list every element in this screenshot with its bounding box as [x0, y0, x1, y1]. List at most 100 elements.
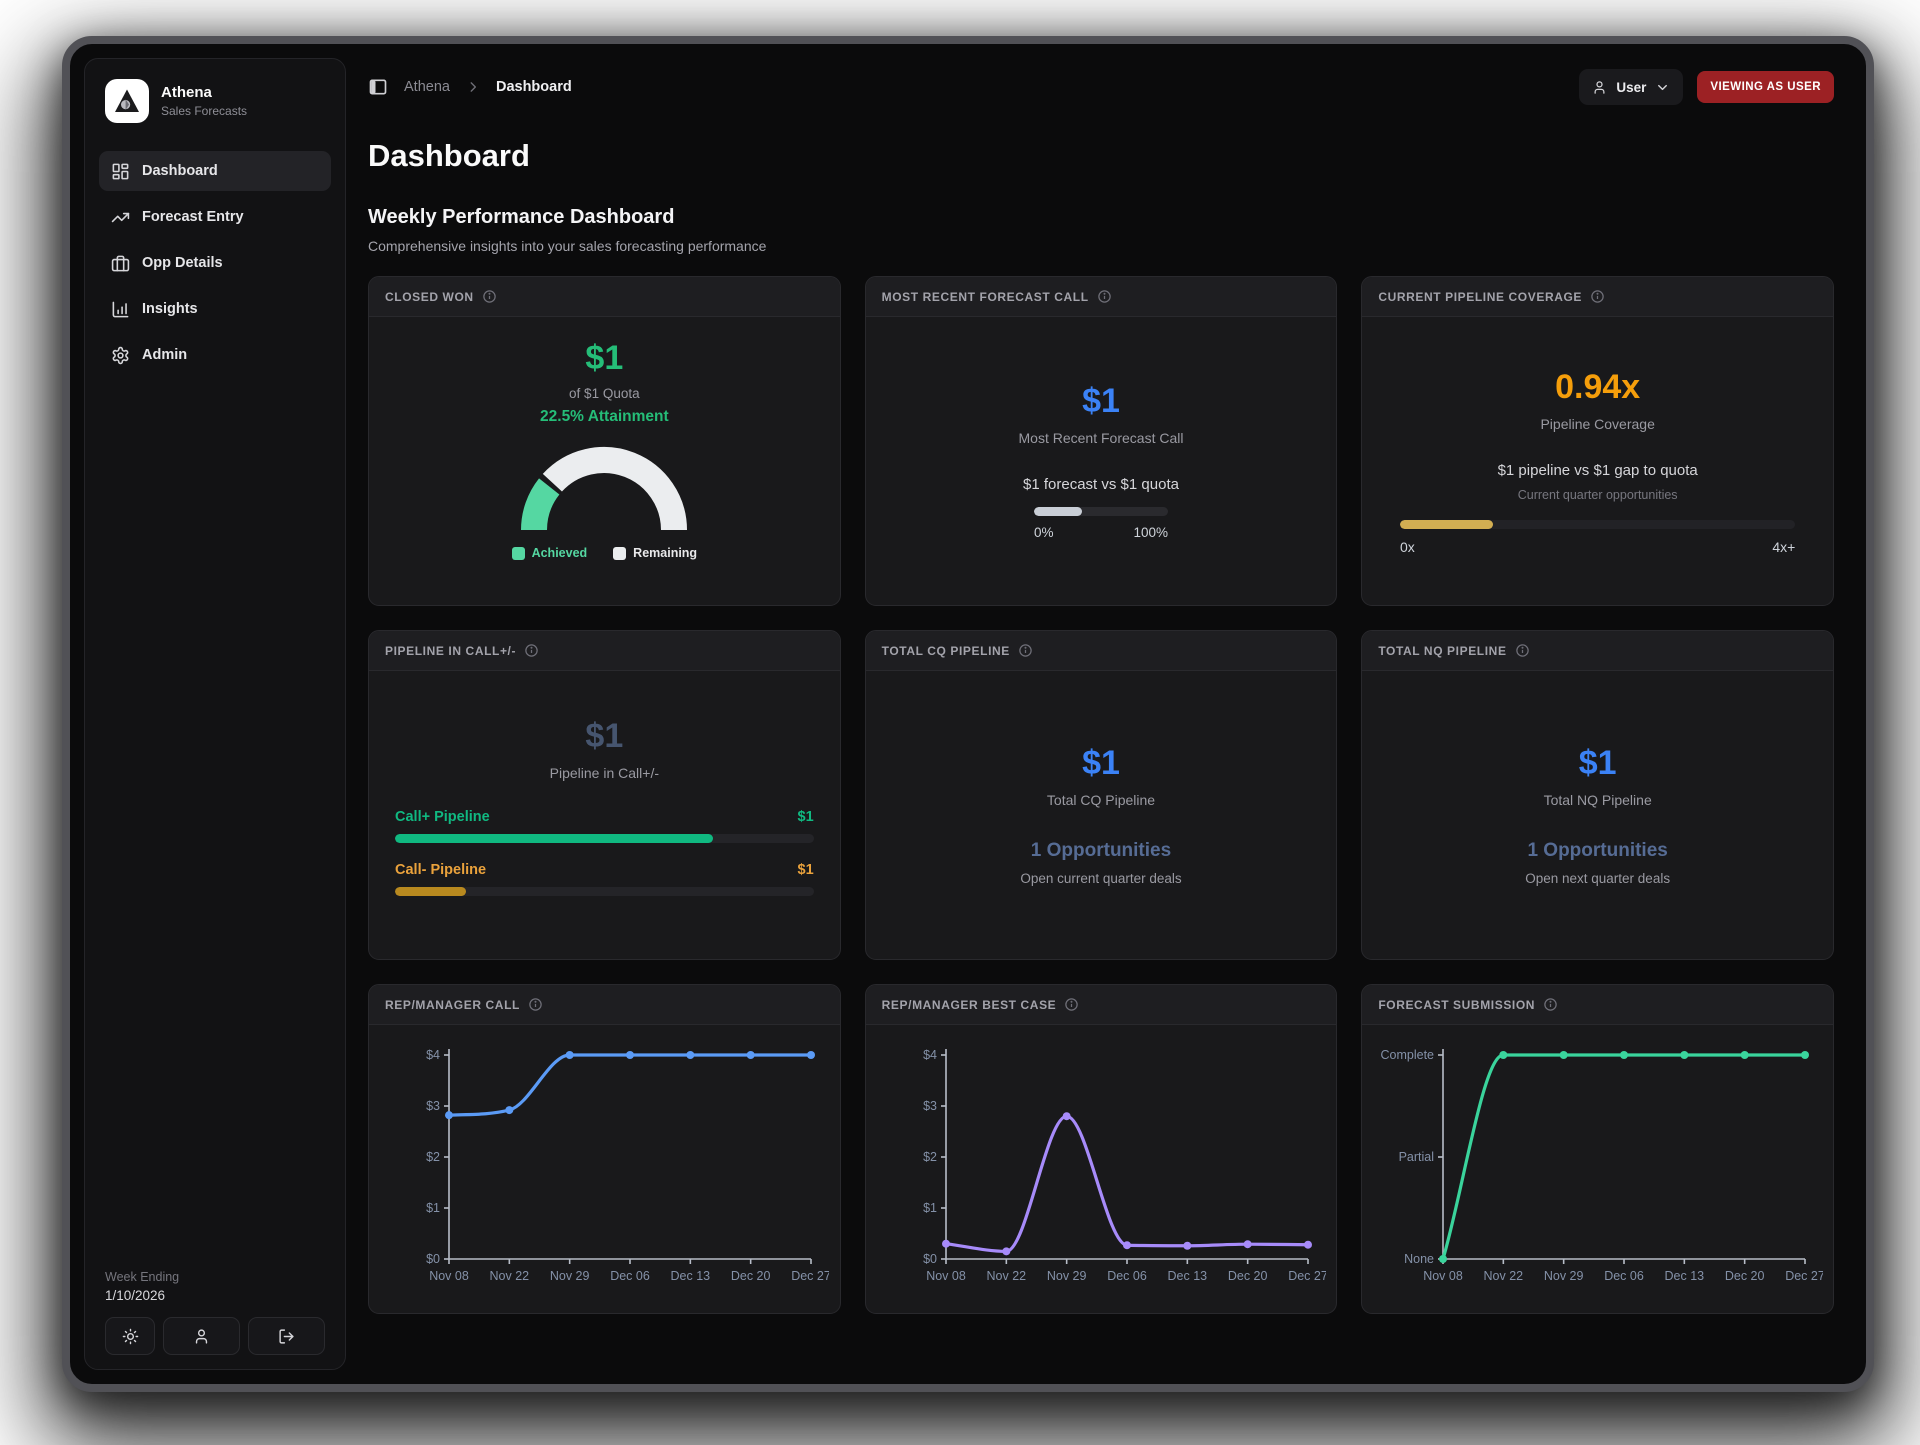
forecast-progress-labels: 0% 100% — [1034, 525, 1168, 540]
forecast-progress-block: $1 forecast vs $1 quota 0% 100% — [1023, 476, 1179, 540]
forecast-submission-chart: None Partial Complete Nov 08 Nov 22 Nov 29 Dec… — [1362, 1025, 1833, 1313]
svg-text:Partial: Partial — [1398, 1150, 1433, 1164]
card-title: REP/MANAGER CALL — [385, 997, 520, 1012]
forecast-call-label: Most Recent Forecast Call — [1018, 430, 1184, 446]
svg-text:Dec 27: Dec 27 — [1785, 1269, 1823, 1283]
sidebar-item-opp-details[interactable]: Opp Details — [99, 243, 331, 283]
card-title: FORECAST SUBMISSION — [1378, 997, 1536, 1012]
svg-text:$0: $0 — [923, 1252, 937, 1266]
call-pipeline-bars: Call+ Pipeline $1 Call- Pipeline — [369, 809, 840, 896]
sidebar-item-label: Insights — [142, 301, 198, 317]
user-icon — [1594, 80, 1605, 94]
closed-won-attainment: 22.5% Attainment — [540, 408, 669, 425]
card-body: $1 Pipeline in Call+/- Call+ Pipeline $1 — [369, 671, 840, 959]
svg-text:Nov 22: Nov 22 — [490, 1269, 530, 1283]
svg-text:$4: $4 — [426, 1048, 440, 1062]
section-subtitle: Comprehensive insights into your sales f… — [368, 238, 767, 254]
theme-toggle-button[interactable] — [105, 1317, 155, 1355]
svg-text:Nov 22: Nov 22 — [987, 1269, 1027, 1283]
svg-text:Dec 06: Dec 06 — [1107, 1269, 1147, 1283]
briefcase-icon — [111, 255, 130, 271]
card-title: PIPELINE IN CALL+/- — [385, 643, 517, 658]
nq-value: $1 — [1578, 744, 1617, 782]
card-title: MOST RECENT FORECAST CALL — [881, 289, 1089, 304]
achieved-swatch — [511, 546, 525, 560]
call-minus-value: $1 — [797, 862, 814, 878]
breadcrumb-current: Dashboard — [495, 79, 572, 95]
sidebar-item-label: Forecast Entry — [142, 209, 244, 225]
legend-remaining: Remaining — [613, 546, 697, 560]
card-body: $1 Total NQ Pipeline 1 Opportunities Ope… — [1362, 671, 1833, 959]
card-header: CURRENT PIPELINE COVERAGE — [1362, 277, 1833, 317]
call-pipeline-label: Pipeline in Call+/- — [549, 765, 659, 781]
card-header: REP/MANAGER CALL — [369, 985, 840, 1025]
info-icon[interactable] — [482, 289, 497, 304]
svg-text:$0: $0 — [426, 1252, 440, 1266]
info-icon[interactable] — [1590, 289, 1605, 304]
rep-manager-call-chart: $0 $1 $2 $3 $4 Nov 08 Nov 22 Nov 29 Dec 06 Dec 13… — [369, 1025, 840, 1313]
info-icon[interactable] — [524, 643, 539, 658]
info-icon[interactable] — [528, 997, 543, 1012]
nq-opportunities-sub: Open next quarter deals — [1525, 871, 1671, 886]
svg-text:Nov 29: Nov 29 — [1544, 1269, 1584, 1283]
svg-text:Dec 20: Dec 20 — [731, 1269, 771, 1283]
section-title: Weekly Performance Dashboard — [368, 206, 675, 228]
attainment-gauge — [521, 447, 688, 531]
sidebar-item-dashboard[interactable]: Dashboard — [99, 151, 331, 191]
coverage-progress-block: $1 pipeline vs $1 gap to quota Current q… — [1498, 462, 1698, 502]
page-content: Dashboard Weekly Performance Dashboard C… — [346, 116, 1852, 1370]
info-icon[interactable] — [1097, 289, 1112, 304]
call-minus-label: Call- Pipeline — [395, 862, 487, 878]
nq-opportunities: 1 Opportunities — [1527, 840, 1668, 861]
sidebar-footer: Week Ending 1/10/2026 — [99, 1270, 331, 1355]
total-nq-pipeline-card: TOTAL NQ PIPELINE $1 Total NQ Pipeline 1… — [1361, 630, 1834, 960]
info-icon[interactable] — [1515, 643, 1530, 658]
app-name: Athena — [161, 84, 212, 101]
page-title: Dashboard — [368, 138, 530, 173]
closed-won-value: $1 — [585, 339, 624, 377]
progress-min-label: 0% — [1033, 525, 1054, 540]
coverage-min-label: 0x — [1399, 538, 1415, 555]
main-area: Athena Dashboard User VIEWING AS USER Da… — [346, 58, 1852, 1370]
sidebar-item-admin[interactable]: Admin — [99, 335, 331, 375]
svg-text:Dec 13: Dec 13 — [671, 1269, 711, 1283]
gauge-legend: Achieved Remaining — [511, 546, 697, 560]
sidebar-item-forecast-entry[interactable]: Forecast Entry — [99, 197, 331, 237]
sidebar-actions — [105, 1317, 325, 1355]
card-title: CURRENT PIPELINE COVERAGE — [1378, 289, 1583, 304]
breadcrumb-root[interactable]: Athena — [404, 79, 450, 95]
cq-opportunities: 1 Opportunities — [1030, 840, 1172, 861]
rep-manager-call-card: REP/MANAGER CALL $0 $1 $2 $3 $4 Nov 08 Nov 22 N… — [368, 984, 841, 1314]
chevron-right-icon — [470, 82, 477, 92]
svg-text:Nov 29: Nov 29 — [1047, 1269, 1087, 1283]
sidebar-item-label: Dashboard — [142, 163, 218, 179]
app-title-block: Athena Sales Forecasts — [161, 84, 247, 118]
user-menu[interactable]: User — [1579, 69, 1684, 105]
svg-text:Nov 29: Nov 29 — [550, 1269, 590, 1283]
cq-opportunities-sub: Open current quarter deals — [1020, 871, 1182, 886]
topbar: Athena Dashboard User VIEWING AS USER — [346, 58, 1852, 116]
athena-logo-icon — [105, 79, 149, 123]
call-plus-label: Call+ Pipeline — [395, 809, 490, 825]
week-ending-date: 1/10/2026 — [105, 1288, 166, 1303]
profile-button[interactable] — [163, 1317, 240, 1355]
svg-text:Complete: Complete — [1380, 1048, 1434, 1062]
trending-up-icon — [111, 212, 130, 222]
info-icon[interactable] — [1018, 643, 1033, 658]
logout-button[interactable] — [248, 1317, 325, 1355]
viewing-as-user-badge[interactable]: VIEWING AS USER — [1697, 71, 1834, 103]
sidebar-item-insights[interactable]: Insights — [99, 289, 331, 329]
info-icon[interactable] — [1543, 997, 1558, 1012]
svg-text:$3: $3 — [923, 1099, 937, 1113]
card-header: TOTAL NQ PIPELINE — [1362, 631, 1833, 671]
card-body: $1 of $1 Quota 22.5% Attainment Achieved — [369, 317, 840, 605]
pipeline-coverage-card: CURRENT PIPELINE COVERAGE 0.94x Pipeline… — [1361, 276, 1834, 606]
forecast-submission-card: FORECAST SUBMISSION None Partial Complete N… — [1361, 984, 1834, 1314]
bar-chart-icon — [112, 301, 129, 317]
svg-text:$2: $2 — [426, 1150, 440, 1164]
info-icon[interactable] — [1064, 997, 1079, 1012]
sidebar-toggle-icon[interactable] — [368, 77, 388, 97]
svg-text:Dec 20: Dec 20 — [1228, 1269, 1268, 1283]
card-title: CLOSED WON — [385, 289, 474, 304]
legend-remaining-label: Remaining — [633, 546, 698, 560]
